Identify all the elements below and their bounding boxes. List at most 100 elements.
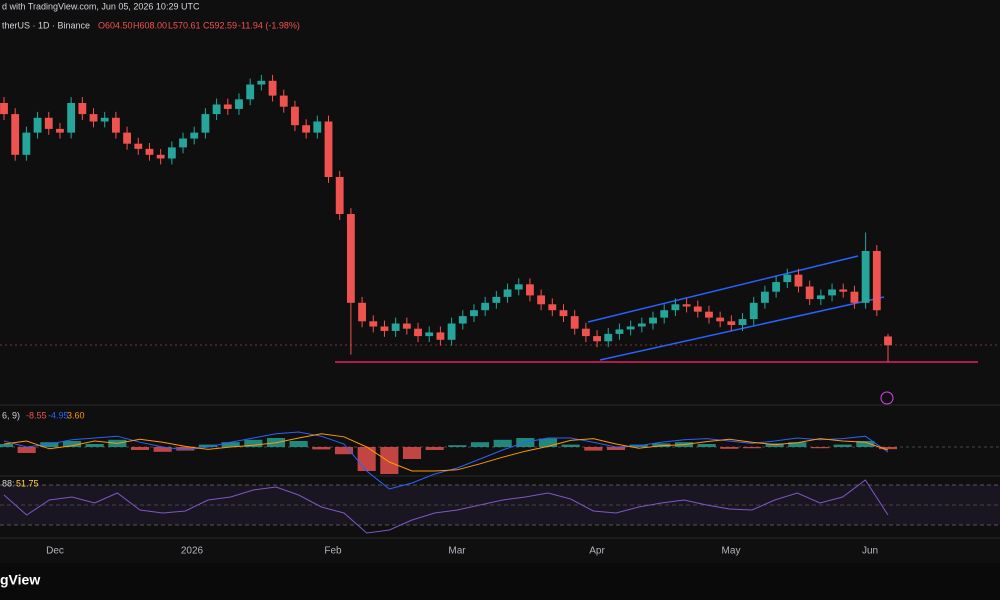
candle-body [380, 326, 389, 331]
macd-histogram-bar [697, 444, 716, 447]
macd-histogram-bar [289, 441, 308, 447]
candle-body [235, 99, 243, 109]
macd-histogram-bar [448, 445, 467, 447]
candle-body [335, 177, 344, 214]
candle-body [414, 328, 422, 337]
candle-body [313, 121, 322, 133]
quote-change: -11.94 (-1.98%) [238, 20, 300, 30]
macd-histogram-bar [221, 442, 240, 447]
candle-body [604, 333, 613, 342]
candle-body [324, 121, 333, 177]
macd-histogram-bar [130, 447, 150, 450]
macd-histogram-bar [470, 442, 490, 447]
quote-close: C592.59 [203, 20, 237, 30]
candle-body [492, 296, 501, 303]
candle-body [794, 274, 803, 287]
candle-body [660, 310, 669, 318]
channel-bottom [599, 296, 885, 361]
candle-body [503, 289, 512, 297]
time-label: Apr [589, 546, 605, 557]
candle-body [705, 311, 713, 318]
candle-body [828, 289, 836, 296]
candle-body [0, 103, 8, 115]
macd-histogram-bar [0, 444, 14, 447]
candle-body [78, 103, 87, 115]
candle-body [22, 132, 31, 155]
candle-body [268, 80, 277, 96]
macd-histogram-bar [357, 447, 376, 471]
candle-body [156, 154, 165, 159]
candle-body [11, 114, 20, 155]
candle-body [671, 304, 680, 311]
signal-reading: -4.95 [48, 410, 69, 420]
quote-low: L570.61 [168, 20, 201, 30]
candle-body [302, 125, 311, 133]
candle-body [839, 289, 848, 292]
time-label: Mar [448, 546, 466, 557]
candle-body [816, 295, 825, 300]
candle-body [716, 317, 725, 322]
macd-histogram-bar [765, 443, 784, 447]
candle-body [783, 274, 792, 283]
candle-body [246, 84, 255, 100]
candle-body [514, 284, 523, 290]
candle-body [346, 214, 355, 303]
macd-histogram-bar [244, 439, 263, 447]
candle-body [682, 304, 691, 307]
candle-body [626, 326, 635, 330]
candle-body [391, 323, 400, 331]
candle-body [145, 148, 154, 155]
candle-body [850, 291, 859, 303]
macd-histogram-bar [810, 447, 830, 449]
macd-histogram-bar [17, 447, 36, 453]
candle-body [100, 117, 109, 122]
macd-line [3, 431, 889, 490]
candle-body [201, 114, 210, 133]
macd-histogram-bar [561, 444, 580, 447]
candle-body [738, 319, 747, 325]
candle-body [223, 104, 232, 109]
time-label: Feb [324, 546, 342, 557]
macd-histogram-bar [493, 439, 512, 447]
quote-high: H608.00 [133, 20, 167, 30]
rsi-reading: 51.75 [16, 478, 39, 488]
candle-body [358, 302, 366, 322]
candle-body [526, 284, 534, 296]
macd-histogram-bar [538, 438, 558, 447]
candle-body [760, 291, 769, 303]
candle-body [637, 323, 646, 327]
histogram-reading: 3.60 [67, 410, 85, 420]
macd-histogram-bar [833, 444, 852, 447]
brand: gView [0, 572, 40, 588]
candle-body [402, 323, 411, 329]
macd-histogram-bar [652, 443, 671, 447]
candle-body [458, 316, 467, 324]
macd-histogram-bar [176, 447, 195, 451]
macd-histogram-bar [720, 447, 739, 449]
macd-histogram-bar [788, 442, 807, 447]
alert-icon[interactable] [880, 391, 894, 405]
macd-histogram-bar [312, 447, 331, 450]
macd-histogram-bar [584, 447, 603, 451]
time-label: Dec [46, 546, 64, 557]
macd-histogram-bar [40, 442, 59, 447]
macd-histogram-bar [334, 447, 354, 455]
candle-body [861, 251, 870, 303]
macd-label: 6, 9) [2, 410, 20, 420]
macd-histogram-bar [878, 447, 898, 450]
candle-body [89, 114, 98, 122]
signal-line [3, 433, 889, 472]
footer-bar [0, 563, 1000, 600]
macd-histogram-bar [402, 447, 422, 459]
candle-body [548, 304, 557, 311]
macd-histogram-bar [198, 444, 218, 447]
time-label: Jun [862, 546, 878, 557]
rsi-line [3, 479, 889, 534]
candle-body [570, 316, 579, 329]
candle-body [190, 132, 199, 139]
candle-body [749, 302, 758, 320]
candle-body [134, 143, 143, 149]
macd-histogram-bar [742, 447, 762, 449]
candle-body [369, 321, 378, 327]
